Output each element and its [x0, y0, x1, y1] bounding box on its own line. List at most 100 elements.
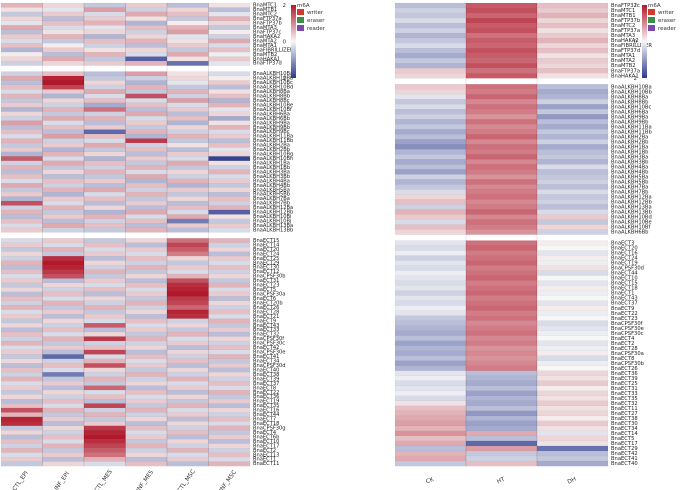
heatmap-cell	[465, 53, 538, 59]
heatmap-cell	[0, 129, 43, 135]
heatmap-cell	[42, 403, 85, 409]
heatmap-cell	[83, 345, 126, 351]
heatmap-cell	[394, 345, 467, 351]
heatmap-cell	[42, 147, 85, 153]
heatmap-cell	[394, 68, 467, 74]
heatmap-cell	[125, 218, 168, 224]
row-label: BnaCPSF30c	[611, 331, 644, 337]
heatmap-cell	[42, 381, 85, 386]
heatmap-cell	[42, 247, 85, 252]
heatmap-cell	[42, 461, 85, 467]
heatmap-cell	[0, 138, 43, 144]
heatmap-cell	[42, 394, 85, 400]
heatmap-cell	[42, 251, 85, 257]
heatmap-cell	[394, 410, 467, 417]
heatmap-cell	[83, 120, 126, 126]
heatmap-cell	[0, 178, 43, 184]
row-label: BnaMTC1	[611, 8, 635, 14]
legend-swatch-writer	[297, 9, 304, 15]
row-label: BnaCPSF30f	[611, 321, 643, 327]
heatmap-cell	[83, 227, 126, 233]
heatmap-cell	[465, 129, 538, 135]
heatmap-cell	[166, 200, 209, 206]
heatmap-cell	[83, 205, 126, 211]
heatmap-cell	[83, 461, 126, 467]
row-label: BnaMTC2	[253, 12, 277, 18]
heatmap-cell	[83, 242, 126, 248]
row-label: BnaECT34	[611, 426, 638, 432]
row-label: BnaFTP37a	[611, 28, 640, 34]
heatmap-cell	[125, 16, 168, 22]
heatmap-cell	[394, 405, 467, 412]
heatmap-cell	[0, 120, 43, 126]
row-label: BnaALKBH8Bc	[253, 98, 290, 104]
heatmap-cell	[465, 42, 538, 49]
heatmap-cell	[208, 43, 251, 48]
heatmap-cell	[83, 16, 126, 22]
row-label: BnaFTP37c	[611, 3, 640, 9]
row-label: BnaECT6	[253, 296, 276, 302]
heatmap-cell	[0, 394, 43, 400]
heatmap-cell	[166, 34, 209, 39]
heatmap-cell	[166, 7, 209, 13]
heatmap-cell	[166, 43, 209, 48]
heatmap-cell	[394, 134, 467, 140]
heatmap-cell	[0, 434, 43, 440]
heatmap-cell	[83, 425, 126, 431]
row-label: BnaALKBH5Bb	[253, 192, 290, 198]
heatmap-cell	[465, 154, 538, 160]
heatmap-cell	[42, 242, 85, 248]
heatmap-cell	[125, 331, 168, 337]
heatmap-cell	[536, 22, 609, 29]
heatmap-cell	[536, 460, 609, 467]
row-label: BnaECT7	[253, 417, 276, 423]
heatmap-cell	[394, 280, 467, 286]
heatmap-cell	[125, 381, 168, 386]
row-label: BnaALKBH10Bb	[253, 76, 293, 82]
heatmap-cell	[536, 240, 609, 246]
heatmap-cell	[125, 84, 168, 90]
row-label: BnaMTC1	[253, 3, 277, 9]
row-label: BnaALKBH11Ba	[253, 134, 293, 140]
heatmap-cell	[83, 43, 126, 48]
heatmap-cell	[0, 84, 43, 90]
row-label: BnaALKBH7Bb	[611, 190, 649, 196]
heatmap-cell	[83, 11, 126, 17]
heatmap-cell	[83, 376, 126, 382]
row-label: BnaALKBH5Ba	[611, 174, 648, 180]
heatmap-cell	[0, 187, 43, 193]
heatmap-cell	[465, 224, 538, 230]
row-label: BnaECT15	[253, 238, 279, 244]
heatmap-cell	[394, 375, 467, 382]
row-label: BnaECT8	[611, 356, 634, 362]
heatmap-cell	[0, 196, 43, 202]
row-label: BnaALKBH10Bc	[611, 104, 651, 110]
heatmap-cell	[83, 256, 126, 261]
heatmap-cell	[465, 139, 538, 145]
heatmap-cell	[166, 340, 209, 346]
row-label: BnaECT39	[611, 376, 638, 382]
row-label: BnaALKBH7Bb	[253, 201, 290, 207]
heatmap-cell	[465, 104, 538, 110]
heatmap-cell	[125, 7, 168, 13]
heatmap-cell	[394, 330, 467, 336]
heatmap-cell	[536, 325, 609, 331]
heatmap-cell	[125, 116, 168, 121]
heatmap-cell	[83, 56, 126, 62]
heatmap-cell	[42, 372, 85, 377]
heatmap-cell	[83, 385, 126, 391]
color-bar-tick: 2	[283, 3, 287, 9]
heatmap-cell	[83, 331, 126, 337]
heatmap-cell	[465, 275, 538, 281]
heatmap-cell	[166, 354, 209, 360]
heatmap-cell	[0, 80, 43, 86]
heatmap-cell	[0, 461, 43, 467]
heatmap-cell	[0, 260, 43, 266]
heatmap-cell	[208, 439, 251, 444]
heatmap-cell	[166, 129, 209, 135]
heatmap-cell	[0, 443, 43, 449]
row-label: BnaECT26	[253, 305, 279, 311]
heatmap-cell	[394, 385, 467, 392]
heatmap-cell	[42, 214, 85, 220]
heatmap-cell	[125, 11, 168, 17]
